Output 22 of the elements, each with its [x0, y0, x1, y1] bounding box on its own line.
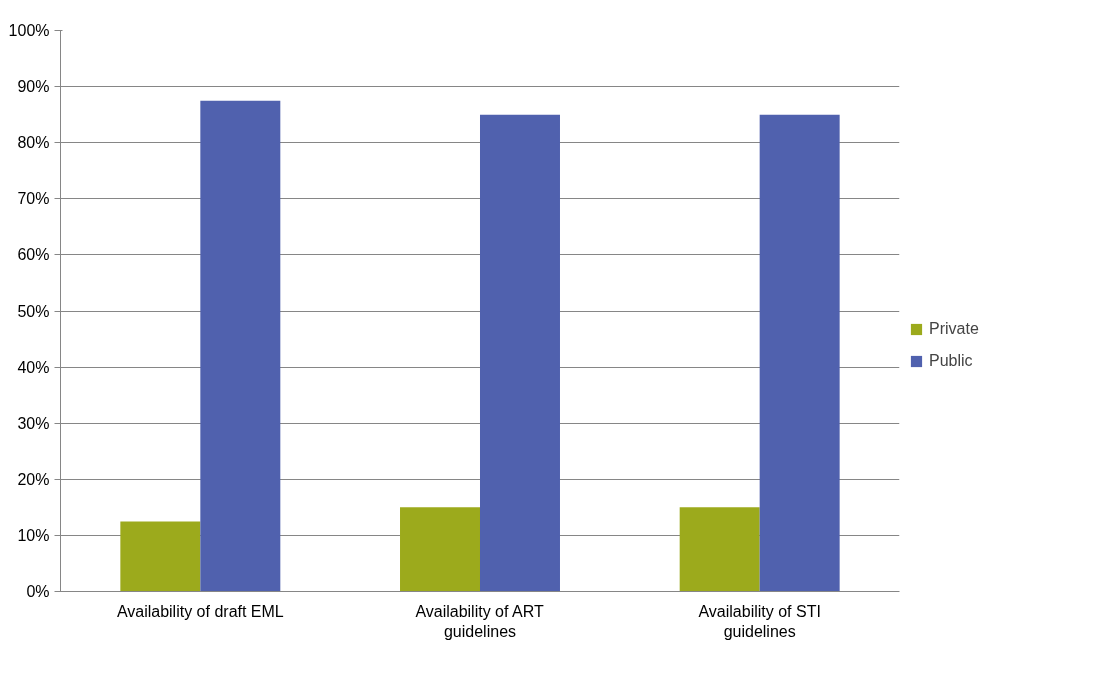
bar: [200, 100, 281, 592]
y-tick-label: 10%: [17, 526, 50, 544]
bar: [679, 507, 760, 592]
y-tick-label: 0%: [26, 583, 50, 600]
y-tick-label: 90%: [17, 78, 50, 96]
y-tick-label: 100%: [8, 22, 50, 39]
y-tick-label: 40%: [17, 358, 50, 376]
x-tick-label: Availability of draft EML: [116, 602, 284, 620]
x-tick-label: Availability of STI guidelines: [698, 602, 821, 640]
bar: [400, 507, 480, 592]
y-tick-label: 20%: [17, 470, 50, 488]
y-tick-label: 70%: [17, 190, 50, 208]
y-tick-label: 50%: [17, 302, 50, 320]
bar: [480, 114, 560, 592]
bar: [759, 114, 840, 592]
legend-label: Public: [929, 351, 973, 371]
y-tick-label: 80%: [17, 134, 50, 152]
bar: [120, 521, 201, 592]
x-tick-label: Availability of ART guidelines: [415, 602, 544, 640]
legend-label: Private: [929, 319, 979, 339]
y-tick-label: 60%: [17, 246, 50, 264]
y-tick-label: 30%: [17, 414, 50, 432]
